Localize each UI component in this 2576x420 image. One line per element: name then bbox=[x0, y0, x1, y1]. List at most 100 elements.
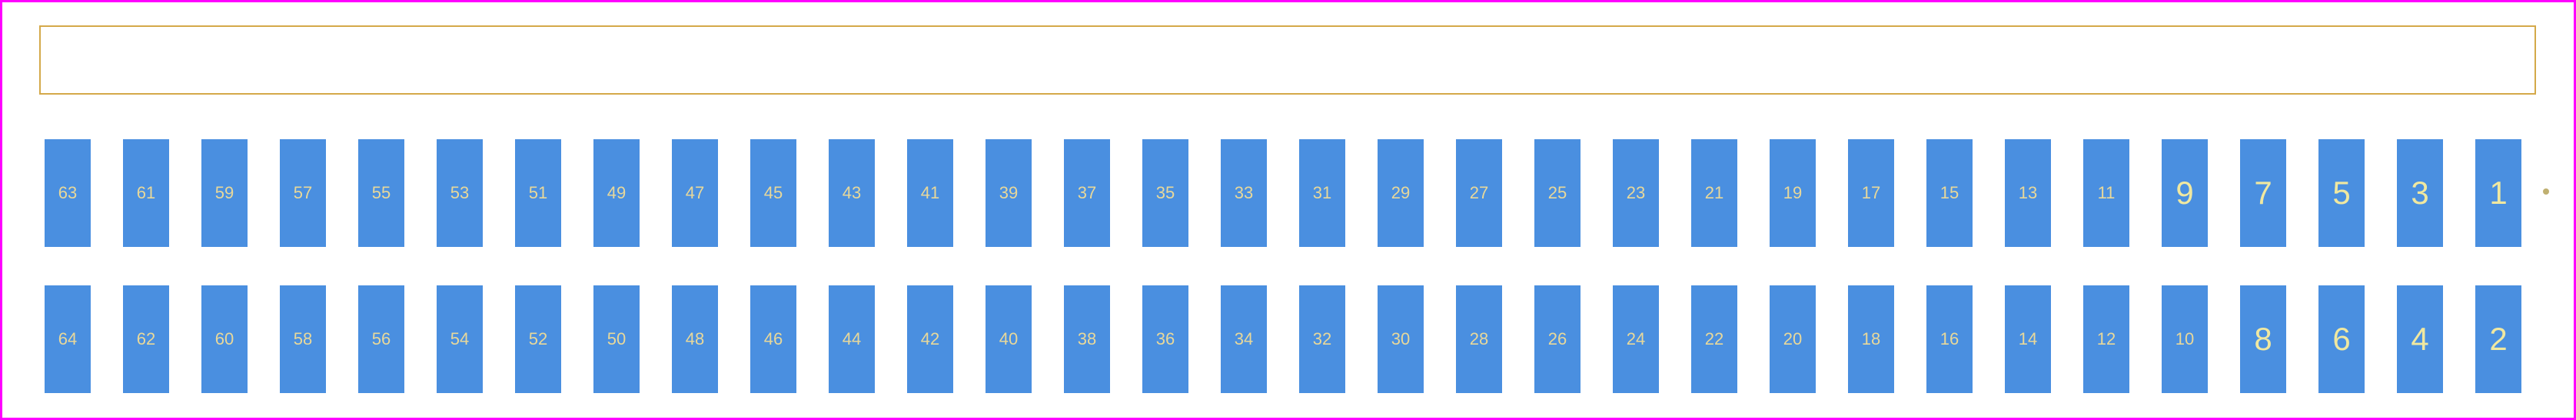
pin-label: 28 bbox=[1470, 329, 1488, 349]
pin-label: 16 bbox=[1940, 329, 1959, 349]
pin-label: 29 bbox=[1391, 183, 1410, 203]
pin-label: 53 bbox=[450, 183, 469, 203]
pin-label: 52 bbox=[529, 329, 547, 349]
pin-label: 64 bbox=[58, 329, 77, 349]
pin-label: 12 bbox=[2097, 329, 2116, 349]
pin-label: 63 bbox=[58, 183, 77, 203]
pin-label: 27 bbox=[1470, 183, 1488, 203]
pin-23: 23 bbox=[1613, 139, 1659, 247]
pin-20: 20 bbox=[1770, 285, 1816, 393]
pin-22: 22 bbox=[1691, 285, 1737, 393]
pin-24: 24 bbox=[1613, 285, 1659, 393]
pin-54: 54 bbox=[437, 285, 483, 393]
pin-label: 8 bbox=[2254, 321, 2272, 358]
pin-label: 10 bbox=[2175, 329, 2194, 349]
pin-label: 37 bbox=[1078, 183, 1096, 203]
pin-label: 48 bbox=[686, 329, 704, 349]
top-mounting-bar bbox=[39, 25, 2536, 95]
pin-18: 18 bbox=[1848, 285, 1894, 393]
pin-label: 5 bbox=[2332, 175, 2350, 212]
pin-15: 15 bbox=[1926, 139, 1973, 247]
pin-55: 55 bbox=[358, 139, 404, 247]
pin-33: 33 bbox=[1221, 139, 1267, 247]
pin-label: 18 bbox=[1862, 329, 1880, 349]
pin-60: 60 bbox=[201, 285, 248, 393]
pin-label: 4 bbox=[2411, 321, 2428, 358]
pin-label: 35 bbox=[1156, 183, 1175, 203]
pin-label: 58 bbox=[294, 329, 312, 349]
pin-label: 23 bbox=[1627, 183, 1645, 203]
pin-1: 1 bbox=[2475, 139, 2521, 247]
pin-6: 6 bbox=[2318, 285, 2365, 393]
pin-label: 38 bbox=[1078, 329, 1096, 349]
pin-label: 43 bbox=[843, 183, 861, 203]
pin-53: 53 bbox=[437, 139, 483, 247]
pin-30: 30 bbox=[1378, 285, 1424, 393]
pin-label: 24 bbox=[1627, 329, 1645, 349]
pin-2: 2 bbox=[2475, 285, 2521, 393]
pin-48: 48 bbox=[672, 285, 718, 393]
pin-28: 28 bbox=[1456, 285, 1502, 393]
pin-14: 14 bbox=[2005, 285, 2051, 393]
pin-47: 47 bbox=[672, 139, 718, 247]
pin-29: 29 bbox=[1378, 139, 1424, 247]
pin-label: 25 bbox=[1548, 183, 1567, 203]
pin-9: 9 bbox=[2162, 139, 2208, 247]
pin-51: 51 bbox=[515, 139, 561, 247]
pin-49: 49 bbox=[593, 139, 640, 247]
pin-label: 42 bbox=[921, 329, 939, 349]
pin-10: 10 bbox=[2162, 285, 2208, 393]
pin-label: 31 bbox=[1313, 183, 1331, 203]
pin-label: 1 bbox=[2489, 175, 2507, 212]
pin-50: 50 bbox=[593, 285, 640, 393]
pin-label: 49 bbox=[607, 183, 626, 203]
pin-label: 33 bbox=[1235, 183, 1253, 203]
pin-label: 61 bbox=[137, 183, 155, 203]
pin-31: 31 bbox=[1299, 139, 1345, 247]
pin-45: 45 bbox=[750, 139, 796, 247]
pin-61: 61 bbox=[123, 139, 169, 247]
pin-label: 9 bbox=[2175, 175, 2193, 212]
pin-56: 56 bbox=[358, 285, 404, 393]
pcb-footprint-diagram: 1357911131517192123252729313335373941434… bbox=[0, 0, 2576, 420]
pin-label: 46 bbox=[764, 329, 783, 349]
pin-39: 39 bbox=[986, 139, 1032, 247]
pin-label: 26 bbox=[1548, 329, 1567, 349]
pin-52: 52 bbox=[515, 285, 561, 393]
pin-label: 47 bbox=[686, 183, 704, 203]
pin-label: 59 bbox=[215, 183, 234, 203]
pin-35: 35 bbox=[1142, 139, 1188, 247]
pin-8: 8 bbox=[2240, 285, 2286, 393]
pin-38: 38 bbox=[1064, 285, 1110, 393]
pin-63: 63 bbox=[45, 139, 91, 247]
pin-label: 36 bbox=[1156, 329, 1175, 349]
pin-40: 40 bbox=[986, 285, 1032, 393]
pin-32: 32 bbox=[1299, 285, 1345, 393]
pin-64: 64 bbox=[45, 285, 91, 393]
pin-label: 44 bbox=[843, 329, 861, 349]
pin-58: 58 bbox=[280, 285, 326, 393]
pin-43: 43 bbox=[829, 139, 875, 247]
pin-12: 12 bbox=[2083, 285, 2129, 393]
pin-11: 11 bbox=[2083, 139, 2129, 247]
pin-19: 19 bbox=[1770, 139, 1816, 247]
pin-label: 13 bbox=[2019, 183, 2037, 203]
pin-label: 51 bbox=[529, 183, 547, 203]
pin-label: 19 bbox=[1783, 183, 1802, 203]
pin-13: 13 bbox=[2005, 139, 2051, 247]
pin-label: 56 bbox=[372, 329, 391, 349]
pin-label: 14 bbox=[2019, 329, 2037, 349]
pin-label: 50 bbox=[607, 329, 626, 349]
pin-label: 54 bbox=[450, 329, 469, 349]
pin-42: 42 bbox=[907, 285, 953, 393]
pin-label: 7 bbox=[2254, 175, 2272, 212]
pin-17: 17 bbox=[1848, 139, 1894, 247]
pin-label: 39 bbox=[999, 183, 1018, 203]
pin-3: 3 bbox=[2397, 139, 2443, 247]
pin-16: 16 bbox=[1926, 285, 1973, 393]
pin-row-odd: 1357911131517192123252729313335373941434… bbox=[2, 139, 2574, 247]
pin1-marker-dot bbox=[2543, 188, 2549, 195]
pin-label: 11 bbox=[2098, 183, 2116, 203]
pin-label: 3 bbox=[2411, 175, 2428, 212]
pin-62: 62 bbox=[123, 285, 169, 393]
